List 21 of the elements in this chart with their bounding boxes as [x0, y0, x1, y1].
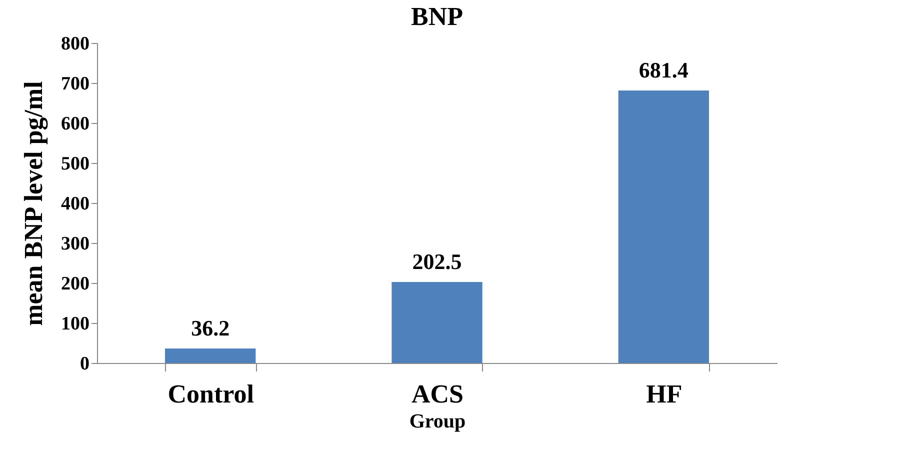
data-label: 202.5 — [412, 249, 462, 274]
y-tick-label: 700 — [61, 74, 90, 94]
y-tick-label: 500 — [61, 154, 90, 174]
y-axis-title: mean BNP level pg/ml — [19, 81, 48, 326]
x-tick-label: Control — [168, 380, 254, 408]
y-tick-label: 300 — [61, 234, 90, 254]
bar — [392, 282, 482, 363]
data-label: 681.4 — [638, 57, 688, 82]
bar — [165, 348, 256, 363]
y-tick-label: 100 — [61, 314, 90, 334]
y-tick-label: 200 — [61, 274, 90, 294]
y-tick-label: 0 — [80, 354, 90, 374]
y-tick-label: 600 — [61, 114, 90, 134]
x-tick-label: HF — [646, 380, 682, 408]
bar — [618, 90, 709, 363]
x-axis-title: Group — [409, 410, 466, 432]
chart-title: BNP — [411, 2, 464, 31]
x-tick-label: ACS — [411, 380, 464, 408]
y-tick-label: 400 — [61, 194, 90, 214]
data-label: 36.2 — [191, 316, 230, 341]
y-tick-label: 800 — [61, 34, 90, 54]
